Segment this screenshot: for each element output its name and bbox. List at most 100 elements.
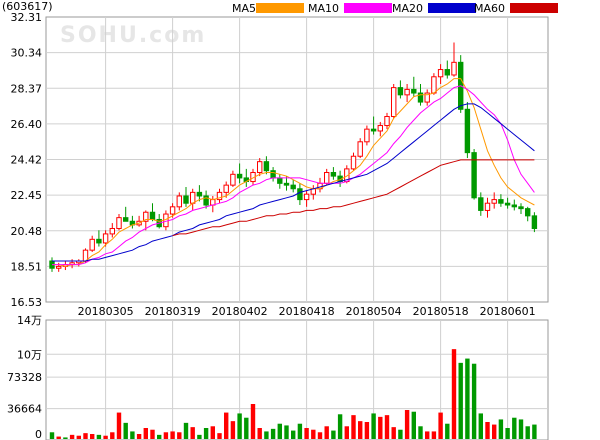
volume-bar-up — [217, 433, 222, 439]
volume-bar-down — [445, 423, 450, 439]
volume-bar-down — [284, 425, 289, 439]
volume-bar-up — [317, 432, 323, 439]
ma20-line — [52, 103, 535, 262]
volume-bar-up — [110, 432, 115, 439]
date-tick-label: 20180504 — [346, 305, 402, 318]
candlesticks — [49, 42, 538, 272]
candle-down — [283, 182, 290, 186]
volume-bar-down — [478, 413, 483, 439]
candle-down — [471, 152, 477, 199]
volume-bar-up — [69, 434, 75, 439]
candle-up — [384, 116, 390, 127]
volume-bar-up — [257, 428, 262, 439]
volume-bar-down — [371, 413, 376, 439]
candle-down — [277, 177, 283, 184]
legend-swatch — [344, 3, 392, 13]
volume-bar-up — [364, 422, 370, 439]
volume-bar-up — [83, 433, 88, 439]
volume-bar-down — [411, 411, 416, 439]
volume-bar-down — [518, 419, 524, 439]
date-tick-label: 20180601 — [480, 305, 536, 318]
volume-bar-down — [197, 434, 202, 439]
price-tick-label: 24.42 — [11, 154, 43, 167]
volume-bar-down — [465, 358, 470, 439]
volume-bar-up — [224, 412, 229, 439]
candle-down — [531, 215, 538, 229]
volume-bar-up — [378, 416, 383, 439]
volume-bar-down — [331, 430, 336, 439]
candle-down — [263, 161, 270, 172]
volume-bar-up — [177, 432, 182, 439]
volume-bar-up — [324, 426, 329, 439]
candle-down — [411, 88, 417, 94]
price-tick-label: 26.40 — [11, 118, 43, 131]
volume-bars — [49, 349, 537, 439]
ma60-line — [172, 159, 535, 237]
candle-up — [223, 184, 229, 193]
volume-bar-up — [230, 421, 236, 439]
candle-up — [491, 199, 497, 204]
moving-average-lines — [52, 78, 535, 267]
candle-down — [525, 208, 531, 217]
volume-bar-up — [170, 431, 175, 439]
date-x-axis: 20180305 20180319 20180402 20180418 20180504… — [78, 305, 536, 318]
candle-down — [444, 69, 451, 76]
volume-bar-up — [190, 427, 195, 439]
candle-down — [518, 206, 524, 210]
candle-up — [102, 233, 109, 244]
volume-bar-up — [103, 435, 108, 439]
volume-bar-up — [485, 422, 490, 439]
volume-bar-down — [418, 426, 423, 439]
price-tick-label: 28.37 — [11, 82, 43, 95]
volume-bar-up — [391, 427, 396, 439]
date-tick-label: 20180319 — [145, 305, 201, 318]
volume-bar-up — [384, 415, 390, 439]
volume-bar-down — [123, 422, 128, 439]
volume-bar-down — [532, 424, 537, 439]
candle-down — [123, 217, 129, 222]
volume-bar-down — [471, 363, 477, 439]
candle-down — [96, 238, 102, 244]
candle-down — [290, 184, 296, 190]
candle-up — [216, 191, 223, 201]
candle-up — [431, 76, 437, 94]
volume-bar-down — [270, 428, 276, 439]
candle-down — [498, 199, 504, 204]
candle-up — [303, 193, 310, 201]
candle-down — [270, 170, 276, 179]
candle-up — [451, 61, 457, 76]
volume-bar-down — [291, 430, 296, 439]
price-tick-label: 32.31 — [11, 11, 43, 24]
legend-label: MA20 — [392, 2, 423, 15]
price-tick-label: 16.53 — [11, 296, 43, 309]
volume-bar-down — [277, 423, 282, 439]
price-tick-label: 18.51 — [11, 260, 43, 273]
candle-up — [143, 211, 149, 222]
volume-bar-down — [244, 417, 249, 439]
candle-down — [504, 202, 511, 206]
candle-down — [236, 173, 243, 179]
date-tick-label: 20180305 — [78, 305, 134, 318]
volume-bar-up — [210, 426, 215, 439]
watermark: SOHU.com — [60, 23, 206, 48]
price-tick-label: 22.45 — [11, 189, 43, 202]
volume-bar-up — [304, 428, 309, 439]
candle-down — [417, 92, 424, 103]
volume-bar-down — [157, 434, 162, 439]
candle-down — [370, 128, 377, 132]
candle-down — [478, 197, 484, 211]
volume-bar-down — [458, 362, 463, 439]
legend-label: MA10 — [308, 2, 339, 15]
candle-up — [357, 141, 363, 157]
legend-swatch — [510, 3, 558, 13]
legend-swatch — [428, 3, 476, 13]
candle-down — [464, 108, 471, 154]
candle-up — [176, 195, 183, 208]
volume-tick-label: 0 — [35, 428, 42, 440]
date-tick-label: 20180402 — [212, 305, 268, 318]
volume-panel-frame — [45, 319, 549, 440]
volume-bar-up — [163, 432, 169, 439]
volume-bar-up — [56, 436, 61, 439]
candle-up — [190, 191, 196, 204]
